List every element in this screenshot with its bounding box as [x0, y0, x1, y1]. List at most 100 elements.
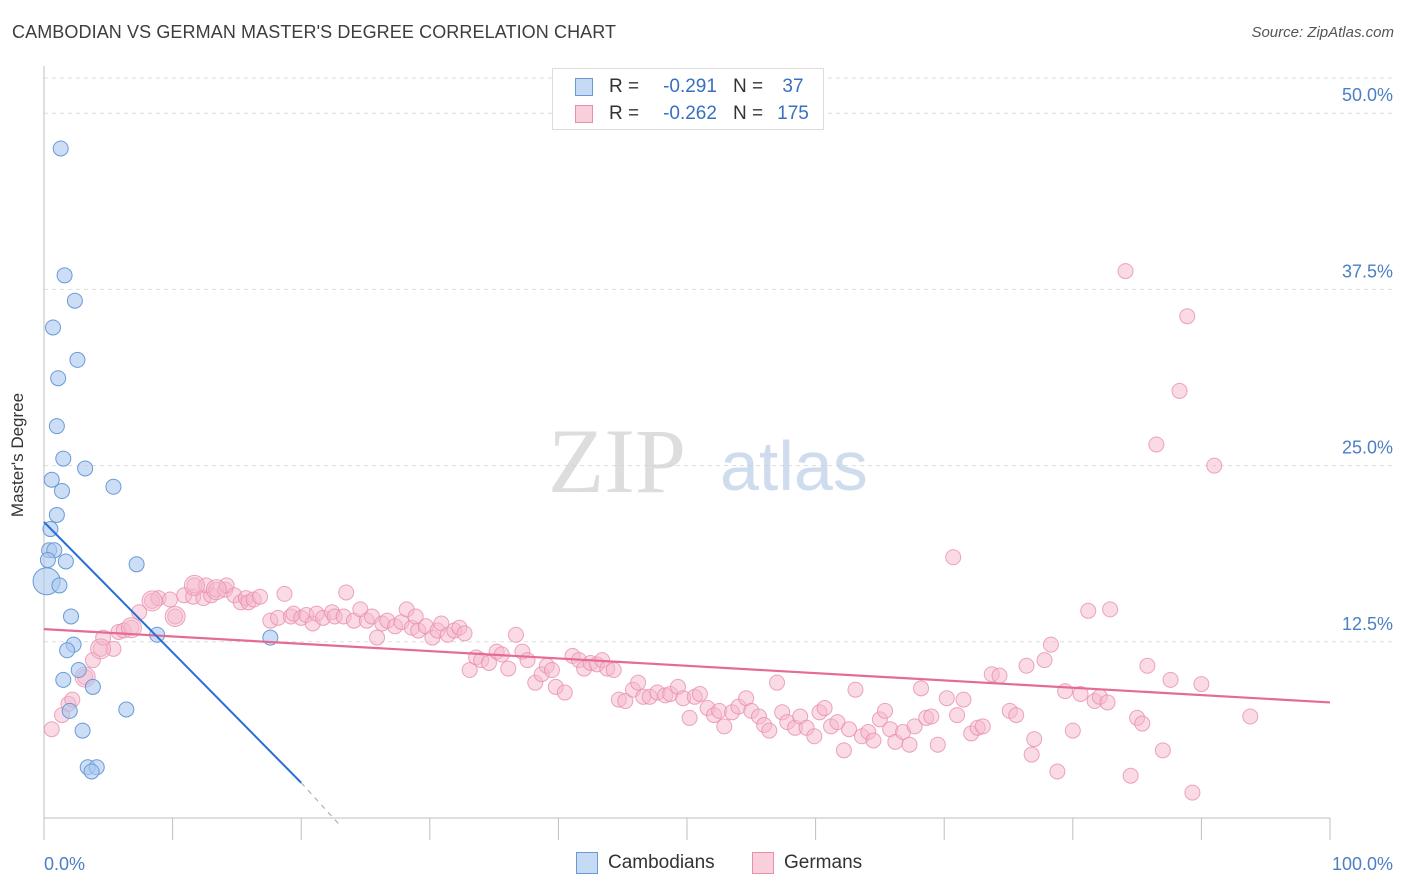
german-point [923, 708, 940, 725]
german-point [938, 690, 955, 707]
german-point [167, 608, 184, 625]
cambodian-point [70, 662, 87, 678]
german-point [1122, 767, 1139, 784]
legend-n-label: N = [733, 76, 764, 97]
german-point [461, 662, 478, 678]
legend-row-cambodians: R = -0.291 N = 37 [575, 75, 813, 99]
german-point [1042, 636, 1059, 653]
axis-layer [43, 66, 1331, 840]
german-point [1036, 652, 1053, 669]
legend-r-label: R = [609, 103, 640, 124]
german-point [1148, 436, 1165, 453]
german-point [123, 619, 140, 636]
cambodian-trend-line [43, 521, 302, 784]
german-point [1049, 763, 1066, 780]
german-point [162, 591, 179, 608]
german-point [991, 667, 1008, 684]
y-tick-label: 25.0% [1342, 438, 1393, 458]
german-point [949, 707, 966, 724]
german-trend-line [43, 628, 1331, 704]
cambodian-trend-extension [300, 782, 341, 826]
x-tick-label-max: 100.0% [1332, 854, 1393, 874]
german-point [877, 702, 894, 719]
german-point [519, 652, 536, 669]
german-point [761, 722, 778, 739]
cambodian-point [59, 642, 76, 659]
cambodian-point [57, 553, 74, 570]
german-point [1193, 676, 1210, 693]
series-legend: Cambodians Germans [0, 852, 1406, 878]
legend-n-value: 37 [782, 76, 804, 97]
cambodian-point [84, 678, 101, 695]
german-point [1064, 722, 1081, 739]
cambodian-points [32, 140, 279, 780]
german-point [1117, 263, 1134, 280]
german-point [543, 662, 560, 678]
watermark-zip: ZIP [548, 410, 686, 512]
german-point [556, 684, 573, 701]
german-point [90, 638, 112, 660]
cambodian-point [66, 292, 83, 309]
legend-n-label: N = [733, 103, 764, 124]
german-point [955, 691, 972, 708]
german-point [164, 605, 186, 627]
watermark: ZIP atlas [548, 410, 868, 512]
german-point [605, 662, 622, 678]
german-point [1080, 602, 1097, 619]
cambodian-point [63, 608, 80, 625]
german-point [929, 736, 946, 753]
watermark-atlas: atlas [720, 427, 868, 505]
german-point [507, 626, 524, 643]
cambodian-point [50, 370, 67, 387]
cambodian-point [83, 763, 100, 780]
y-tick-label: 12.5% [1342, 614, 1393, 634]
series-label-cambodians: Cambodians [608, 852, 715, 873]
german-point [456, 625, 473, 642]
german-point [816, 700, 833, 717]
cambodian-point [52, 140, 69, 157]
series-swatch-pink [752, 852, 774, 874]
cambodian-point [77, 460, 94, 477]
german-point [1171, 382, 1188, 399]
german-point [617, 693, 634, 710]
series-legend-germans: Germans [752, 852, 862, 874]
german-point [1008, 707, 1025, 724]
german-point [1072, 685, 1089, 702]
german-point [120, 617, 142, 639]
german-point [841, 721, 858, 738]
chart-title: CAMBODIAN VS GERMAN MASTER'S DEGREE CORR… [12, 22, 617, 42]
german-point [1099, 694, 1116, 711]
german-point [769, 674, 786, 691]
series-swatch-blue [576, 852, 598, 874]
x-tick-label-min: 0.0% [44, 854, 85, 874]
german-point [276, 585, 293, 602]
german-point [1023, 746, 1040, 763]
series-label-germans: Germans [784, 852, 863, 873]
german-point [1162, 671, 1179, 688]
cambodian-point [55, 450, 72, 467]
german-point [338, 584, 355, 601]
german-point [183, 574, 205, 596]
german-point [1102, 601, 1119, 618]
cambodian-point [54, 482, 71, 499]
grid-layer [44, 77, 1392, 643]
german-point [1179, 308, 1196, 325]
legend-row-germans: R = -0.262 N = 175 [575, 102, 813, 126]
german-point [1057, 683, 1074, 700]
legend-swatch-pink [575, 105, 593, 123]
cambodian-point [74, 722, 91, 739]
y-axis-label: Master's Degree [8, 392, 27, 518]
correlation-legend: R = -0.291 N = 37 R = -0.262 N = 175 [552, 68, 824, 130]
legend-swatch-blue [575, 78, 593, 96]
german-point [974, 718, 991, 735]
german-point [1018, 657, 1035, 674]
german-point [1134, 715, 1151, 732]
german-point [1184, 784, 1201, 801]
cambodian-point [61, 702, 78, 719]
legend-r-value: -0.262 [663, 103, 717, 124]
german-point [1139, 657, 1156, 674]
cambodian-point [69, 351, 86, 368]
german-point [865, 732, 882, 749]
cambodian-point [45, 319, 62, 336]
german-point [691, 685, 708, 702]
